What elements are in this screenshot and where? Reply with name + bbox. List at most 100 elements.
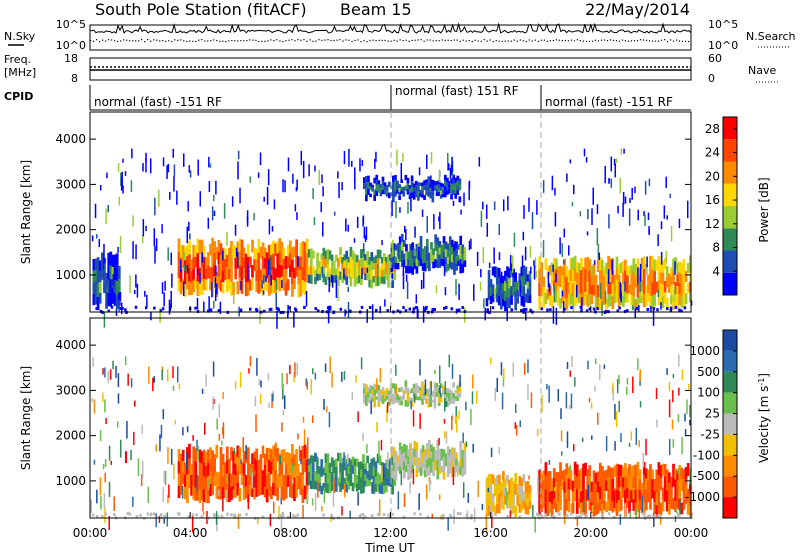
data-cell bbox=[293, 311, 295, 328]
data-cell bbox=[383, 398, 387, 402]
data-cell bbox=[495, 503, 499, 514]
data-cell bbox=[353, 253, 357, 262]
data-cell bbox=[611, 283, 615, 297]
data-cell bbox=[617, 285, 621, 297]
power-data-layer bbox=[91, 148, 693, 329]
data-cell bbox=[538, 469, 541, 481]
noise-search-dot bbox=[588, 40, 591, 43]
data-cell bbox=[573, 268, 577, 282]
data-cell bbox=[218, 404, 221, 418]
data-cell bbox=[542, 287, 546, 298]
data-cell bbox=[225, 488, 229, 502]
data-cell bbox=[381, 387, 385, 392]
data-cell bbox=[559, 297, 562, 309]
noise-search-dot bbox=[102, 39, 104, 41]
velocity-colorbar-label: Velocity [m s-1] bbox=[757, 373, 771, 463]
data-cell bbox=[588, 294, 592, 306]
data-cell bbox=[372, 484, 376, 494]
data-cell bbox=[502, 283, 505, 292]
data-cell bbox=[509, 254, 512, 271]
data-cell bbox=[423, 185, 426, 191]
data-cell bbox=[433, 395, 437, 402]
data-cell bbox=[575, 489, 579, 502]
data-cell bbox=[365, 194, 368, 202]
data-cell bbox=[619, 283, 623, 295]
data-cell bbox=[153, 376, 156, 383]
data-cell bbox=[626, 477, 629, 489]
data-cell bbox=[630, 285, 634, 296]
data-cell bbox=[251, 264, 254, 278]
data-cell bbox=[442, 513, 445, 517]
data-cell bbox=[366, 470, 369, 479]
data-cell bbox=[301, 241, 305, 255]
data-cell bbox=[179, 269, 183, 282]
data-cell bbox=[446, 177, 449, 182]
data-cell bbox=[402, 396, 406, 400]
noise-search-dot bbox=[135, 40, 137, 42]
data-cell bbox=[375, 180, 379, 186]
data-cell bbox=[374, 476, 378, 485]
data-cell bbox=[524, 275, 528, 285]
data-cell bbox=[355, 269, 359, 277]
data-cell bbox=[207, 217, 210, 229]
data-cell bbox=[412, 307, 416, 311]
data-cell bbox=[345, 467, 349, 476]
data-cell bbox=[586, 281, 590, 295]
noise-search-dot bbox=[684, 40, 687, 42]
data-cell bbox=[382, 513, 386, 517]
data-cell bbox=[173, 164, 176, 177]
data-cell bbox=[108, 516, 110, 531]
data-cell bbox=[188, 221, 190, 232]
data-cell bbox=[386, 309, 389, 313]
data-cell bbox=[642, 281, 646, 295]
colorbar-swatch bbox=[723, 330, 737, 351]
data-cell bbox=[635, 508, 638, 520]
data-cell bbox=[403, 253, 406, 261]
colorbar-swatch bbox=[723, 392, 737, 414]
data-cell bbox=[263, 258, 267, 269]
data-cell bbox=[328, 412, 331, 428]
data-cell bbox=[444, 381, 447, 394]
noise-search-dot bbox=[426, 39, 428, 41]
data-cell bbox=[632, 499, 636, 511]
data-cell bbox=[548, 295, 552, 306]
data-cell bbox=[540, 472, 544, 483]
data-cell bbox=[360, 357, 363, 370]
data-cell bbox=[183, 264, 186, 272]
data-cell bbox=[578, 282, 581, 293]
data-cell bbox=[268, 402, 270, 409]
data-cell bbox=[639, 401, 642, 408]
noise-search-dot bbox=[471, 40, 473, 43]
data-cell bbox=[236, 241, 240, 255]
data-cell bbox=[644, 478, 648, 490]
data-cell bbox=[98, 282, 102, 293]
data-cell bbox=[653, 502, 657, 514]
data-cell bbox=[259, 484, 263, 496]
data-cell bbox=[269, 513, 272, 527]
data-cell bbox=[591, 505, 594, 513]
noise-left-tick-bottom: 10^0 bbox=[56, 39, 86, 52]
data-cell bbox=[448, 191, 451, 194]
data-cell bbox=[253, 487, 256, 500]
data-cell bbox=[301, 280, 305, 293]
data-cell bbox=[443, 191, 447, 198]
data-cell bbox=[159, 309, 163, 313]
data-cell bbox=[554, 280, 558, 292]
data-cell bbox=[617, 476, 621, 489]
noise-search-dot bbox=[417, 39, 419, 41]
data-cell bbox=[215, 272, 219, 285]
colorbar-tick-label: 8 bbox=[712, 241, 720, 255]
data-cell bbox=[628, 208, 631, 226]
data-cell bbox=[177, 265, 181, 279]
data-cell bbox=[423, 456, 427, 464]
data-cell bbox=[105, 296, 108, 309]
freq-left-tick-bottom: 8 bbox=[71, 72, 78, 85]
data-cell bbox=[655, 259, 659, 271]
data-cell bbox=[368, 279, 372, 288]
noise-search-dot bbox=[513, 39, 515, 41]
data-cell bbox=[647, 212, 650, 221]
data-cell bbox=[275, 293, 278, 310]
data-cell bbox=[270, 275, 272, 286]
data-cell bbox=[339, 452, 342, 463]
data-cell bbox=[322, 482, 326, 491]
